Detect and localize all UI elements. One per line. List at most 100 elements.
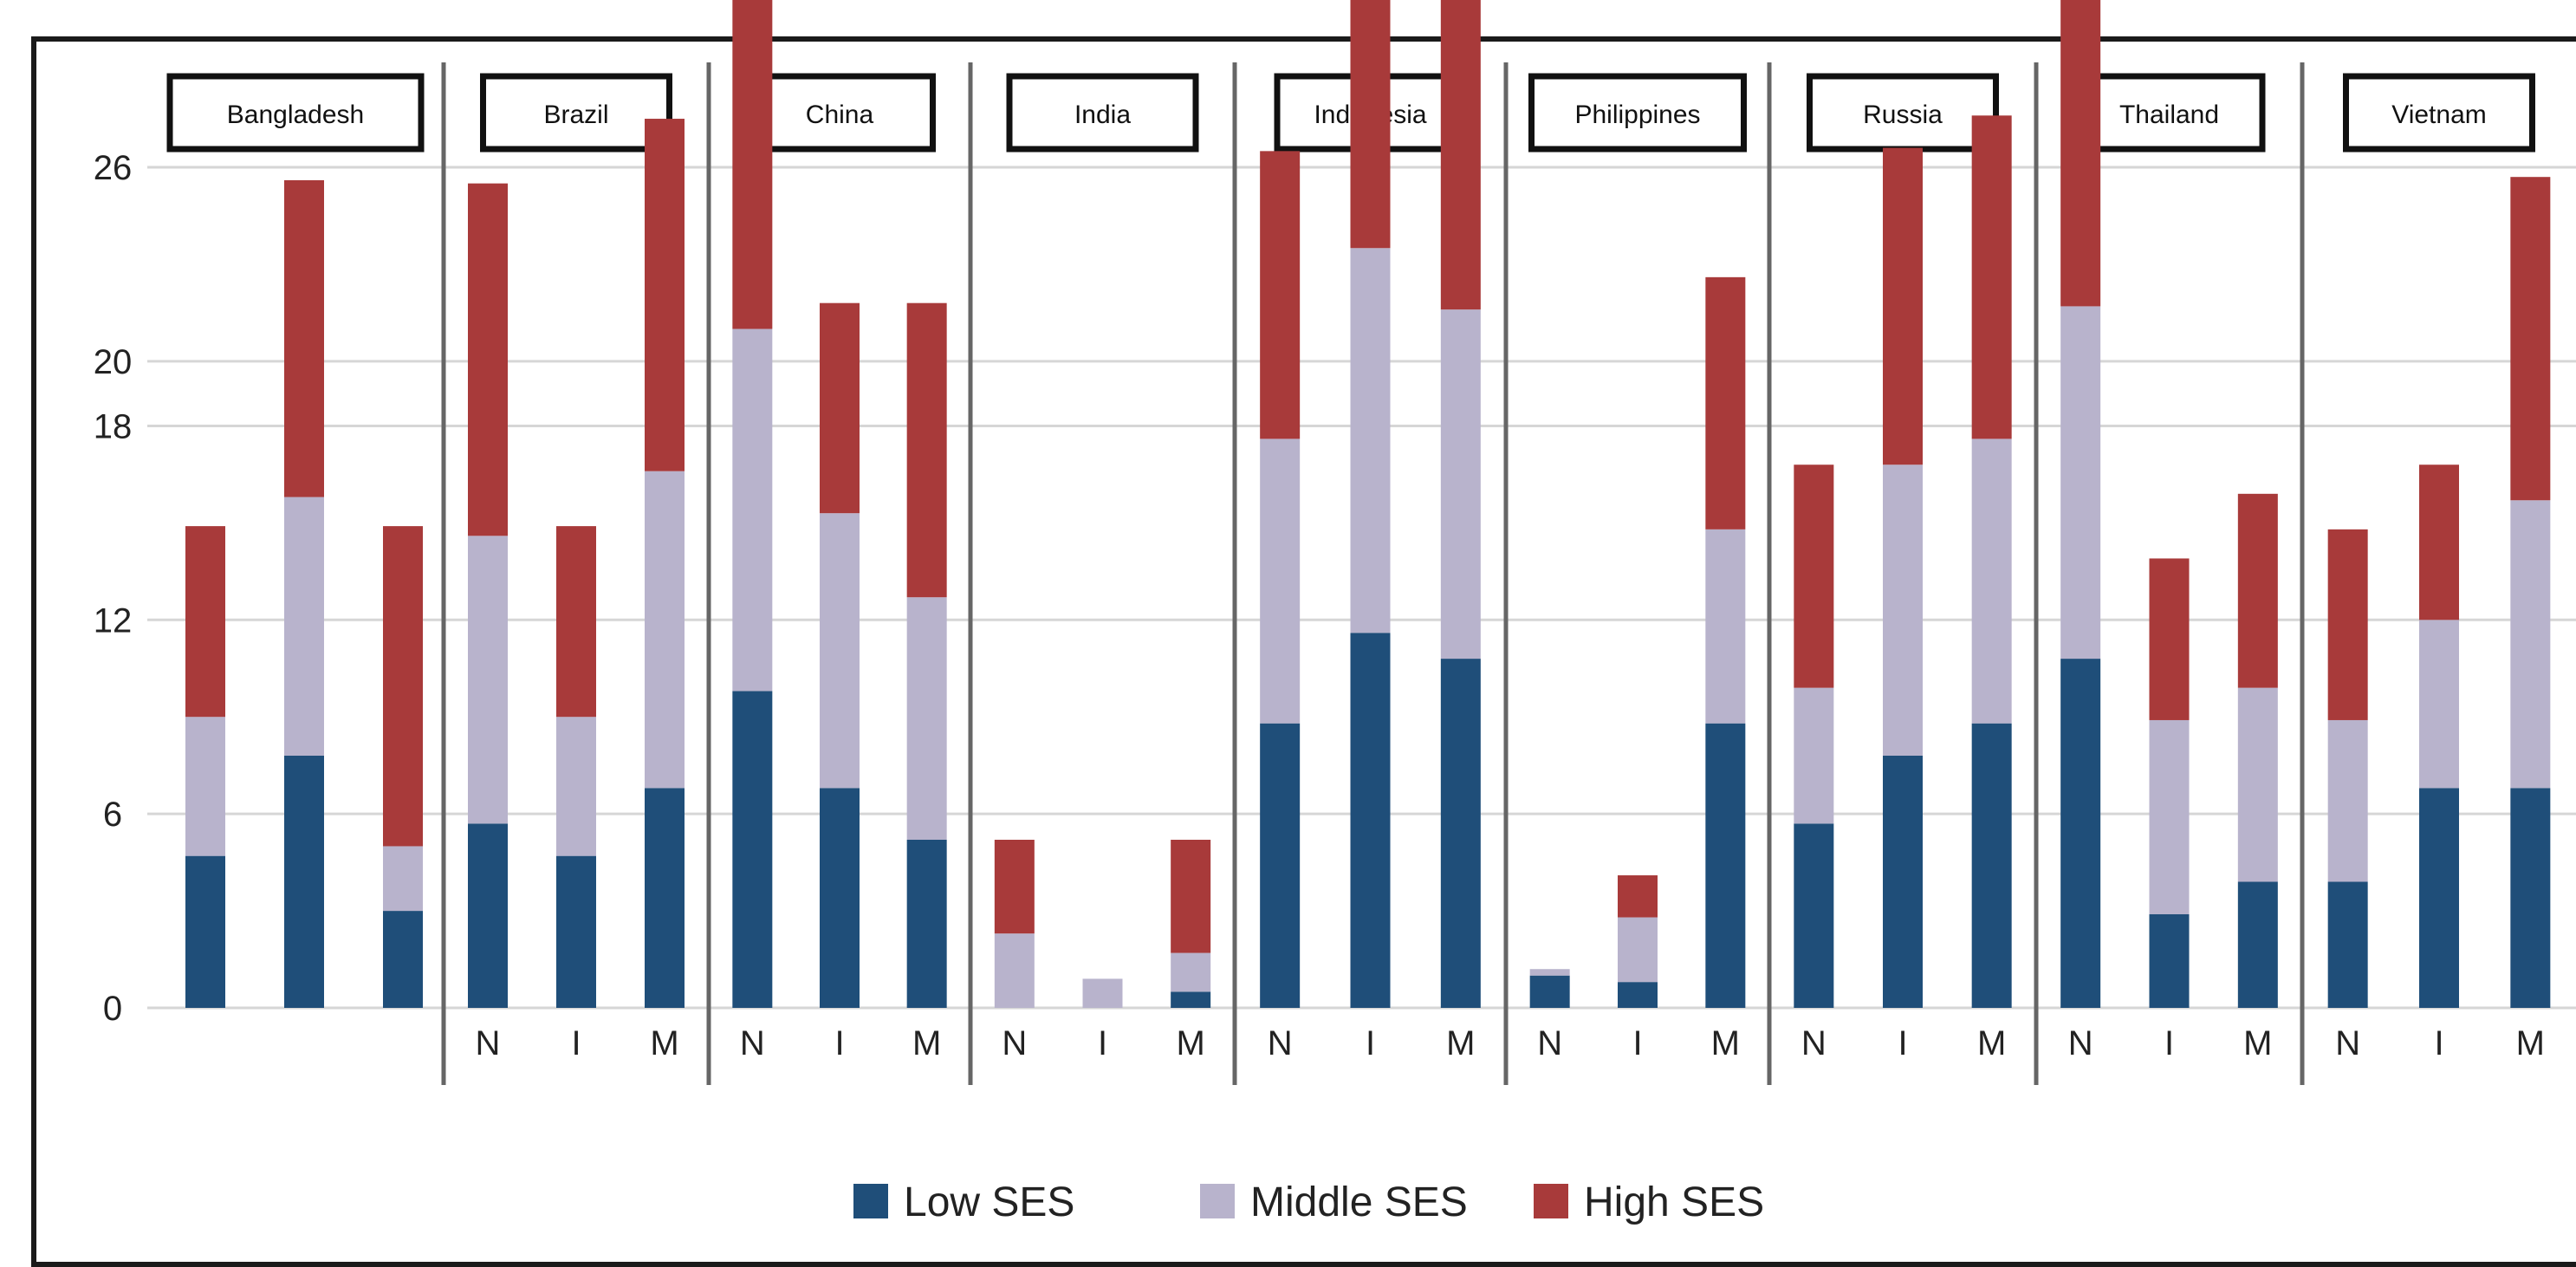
bar-segment — [2327, 881, 2368, 1008]
x-tick-label: M — [2516, 1024, 2545, 1062]
bar-segment — [2237, 687, 2278, 882]
bar-segment — [732, 328, 773, 692]
bar-segment — [1705, 529, 1746, 724]
bar-segment — [2510, 500, 2551, 789]
bar-segment — [1883, 465, 1923, 756]
x-tick-label: I — [1098, 1024, 1107, 1062]
bar-segment — [468, 536, 508, 824]
bar-segment — [645, 788, 685, 1008]
legend-label: Low SES — [904, 1179, 1074, 1225]
country-label-box — [166, 73, 425, 153]
x-tick-label: M — [650, 1024, 678, 1062]
bar-segment — [2510, 177, 2551, 501]
legend-label: High SES — [1584, 1179, 1764, 1225]
bar-segment — [1618, 982, 1658, 1008]
bar-segment — [1794, 465, 1834, 688]
y-tick-label: 0 — [103, 990, 122, 1028]
bar-segment — [284, 497, 324, 756]
legend-swatch — [853, 1184, 888, 1218]
bar-segment — [820, 513, 860, 789]
bar-segment — [732, 691, 773, 1008]
legend-swatch — [1534, 1184, 1568, 1218]
bar-segment — [1350, 633, 1391, 1008]
bar-segment — [1618, 917, 1658, 983]
bar-segment — [1171, 952, 1211, 992]
bar-segment — [468, 183, 508, 536]
bar-segment — [1440, 659, 1481, 1008]
x-tick-label: M — [1977, 1024, 2006, 1062]
bar-segment — [645, 119, 685, 471]
bar-segment — [556, 855, 596, 1008]
bar-segment — [1705, 723, 1746, 1008]
country-label: Philippines — [1574, 101, 1700, 129]
country-label: Brazil — [543, 101, 608, 129]
bar-segment — [1529, 969, 1570, 976]
y-tick-label: 26 — [94, 149, 133, 187]
country-label-box — [480, 73, 672, 153]
x-tick-label: N — [476, 1024, 501, 1062]
x-tick-label: N — [1002, 1024, 1027, 1062]
x-tick-label: M — [1177, 1024, 1205, 1062]
bar-segment — [2060, 659, 2101, 1008]
x-tick-label: N — [740, 1024, 765, 1062]
bar-segment — [284, 756, 324, 1008]
bar-segment — [1529, 975, 1570, 1008]
bar-segment — [820, 302, 860, 514]
x-tick-label: I — [571, 1024, 581, 1062]
bar-segment — [2060, 306, 2101, 659]
bar-segment — [1350, 248, 1391, 634]
bar-segment — [185, 526, 225, 718]
country-label-box — [1528, 73, 1747, 153]
legend-swatch — [1200, 1184, 1235, 1218]
country-label-box — [2343, 73, 2535, 153]
bar-segment — [468, 823, 508, 1008]
bar-segment — [2149, 719, 2190, 914]
bar-segment — [1971, 439, 2012, 724]
country-label: China — [806, 101, 874, 129]
bar-segment — [906, 597, 947, 840]
bar-segment — [906, 302, 947, 598]
bar-segment — [645, 471, 685, 789]
bar-segment — [383, 911, 423, 1008]
bar-segment — [383, 526, 423, 847]
bar-segment — [1260, 439, 1301, 724]
bar-segment — [820, 788, 860, 1008]
bar-segment — [1971, 115, 2012, 439]
bar-segment — [2237, 881, 2278, 1008]
x-tick-label: M — [1446, 1024, 1475, 1062]
bar-segment — [1883, 756, 1923, 1008]
country-label: India — [1074, 101, 1131, 129]
x-tick-label: I — [1632, 1024, 1642, 1062]
bar-segment — [2419, 620, 2459, 789]
bar-segment — [2237, 493, 2278, 688]
x-tick-label: I — [2164, 1024, 2174, 1062]
bar-segment — [556, 717, 596, 856]
bar-segment — [1260, 723, 1301, 1008]
bar-segment — [906, 840, 947, 1008]
bar-segment — [383, 846, 423, 912]
x-tick-label: I — [2434, 1024, 2443, 1062]
y-tick-label: 18 — [94, 407, 133, 445]
bar-segment — [2327, 529, 2368, 720]
bar-segment — [2060, 0, 2101, 307]
bar-segment — [1794, 823, 1834, 1008]
bar-segment — [994, 840, 1035, 934]
country-label: Russia — [1863, 101, 1943, 129]
bar-segment — [2327, 719, 2368, 882]
x-tick-label: I — [1898, 1024, 1907, 1062]
x-tick-label: N — [2335, 1024, 2360, 1062]
country-label: Thailand — [2119, 101, 2219, 129]
bar-segment — [2149, 558, 2190, 720]
x-tick-label: I — [1366, 1024, 1375, 1062]
x-tick-label: M — [1711, 1024, 1740, 1062]
bar-segment — [732, 0, 773, 329]
country-label-box — [1006, 73, 1199, 153]
bar-segment — [2149, 913, 2190, 1008]
bar-segment — [1883, 147, 1923, 465]
bar-segment — [185, 855, 225, 1008]
bar-segment — [1705, 276, 1746, 530]
y-tick-label: 12 — [94, 601, 133, 640]
bar-segment — [1440, 0, 1481, 310]
bar-segment — [556, 526, 596, 718]
